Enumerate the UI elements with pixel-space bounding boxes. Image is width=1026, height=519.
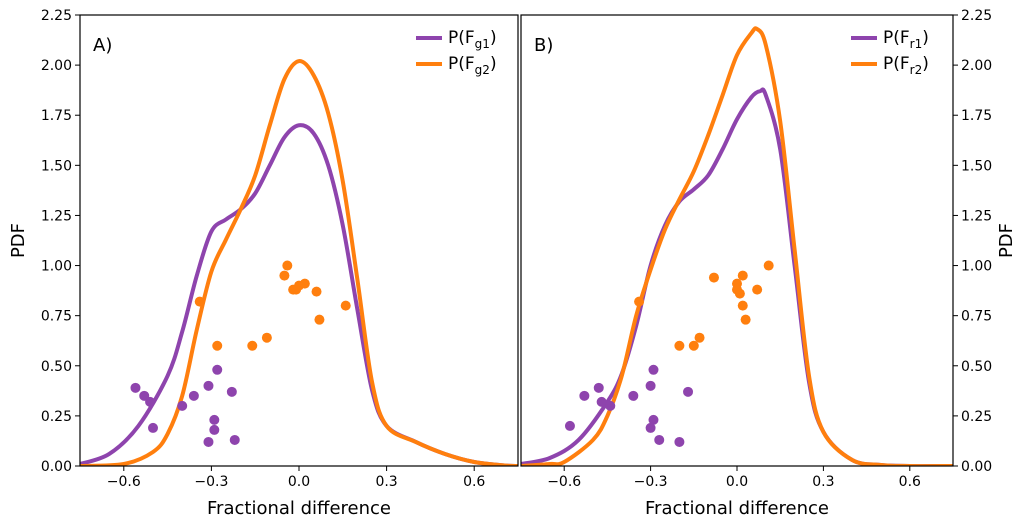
scatter-point-purple: [628, 390, 639, 401]
scatter-point-purple: [579, 390, 590, 401]
scatter-point-purple: [605, 400, 616, 411]
scatter-point-purple: [564, 420, 575, 431]
y-tick-label: 2.25: [961, 8, 992, 24]
scatter-point-orange: [688, 340, 699, 351]
scatter-point-orange: [734, 288, 745, 299]
y-axis-label: PDF: [8, 223, 29, 258]
scatter-point-orange: [314, 314, 325, 325]
scatter-point-purple: [209, 424, 220, 435]
y-tick-label: 1.00: [961, 259, 992, 275]
scatter-point-purple: [593, 382, 604, 393]
x-axis-label: Fractional difference: [207, 498, 391, 519]
x-tick-label: 0.0: [726, 474, 748, 490]
scatter-point-purple: [130, 382, 141, 393]
scatter-point-orange: [340, 300, 351, 311]
curves-group: [80, 59, 518, 466]
panel-a: −0.6 −0.3 0.0 0.3 0.6 0.00 0.25 0.50 0.75 1.00 1.2…: [8, 8, 519, 519]
x-tick-label: 0.6: [463, 474, 485, 490]
scatter-point-orange: [674, 340, 685, 351]
scatter-point-orange: [261, 332, 272, 343]
scatter-point-orange: [282, 260, 293, 271]
y-tick-label: 0.50: [961, 359, 992, 375]
scatter-point-orange: [634, 296, 645, 307]
y-tick-label: 0.00: [41, 459, 72, 475]
panel-label: B): [534, 35, 553, 56]
scatter-point-orange: [737, 270, 748, 281]
y-tick-label: 0.00: [961, 459, 992, 475]
scatter-point-purple: [229, 434, 240, 445]
scatter-point-orange: [311, 286, 322, 297]
y-tick-label: 2.25: [41, 8, 72, 24]
y-tick-label: 0.25: [961, 409, 992, 425]
legend-entry: P(Fr1): [883, 28, 929, 51]
scatter-point-purple: [209, 414, 220, 425]
scatter-point-purple: [645, 380, 656, 391]
scatter-point-purple: [203, 436, 214, 447]
y-tick-label: 1.50: [961, 158, 992, 174]
scatter-point-purple: [177, 400, 188, 411]
x-tick-label: −0.3: [634, 474, 668, 490]
y-tick-label: 1.75: [41, 108, 72, 124]
scatter-point-orange: [212, 340, 223, 351]
x-tick-label: −0.6: [547, 474, 581, 490]
scatter-point-purple: [145, 396, 156, 407]
x-tick-label: 0.3: [375, 474, 397, 490]
y-tick-label: 0.50: [41, 359, 72, 375]
scatter-point-orange: [299, 278, 310, 289]
scatter-point-purple: [648, 414, 659, 425]
x-tick-label: 0.6: [899, 474, 921, 490]
scatter-point-purple: [212, 364, 223, 375]
y-tick-label: 0.75: [41, 309, 72, 325]
panel-label: A): [93, 35, 112, 56]
y-tick-label: 1.75: [961, 108, 992, 124]
scatter-point-purple: [188, 390, 199, 401]
pdf-curve-g2: [80, 59, 518, 466]
legend-entry: P(Fr2): [883, 54, 929, 77]
scatter-point-purple: [645, 422, 656, 433]
scatter-point-orange: [279, 270, 290, 281]
x-tick-label: 0.3: [812, 474, 834, 490]
y-tick-label: 1.25: [961, 208, 992, 224]
scatter-point-purple: [226, 386, 237, 397]
scatter-point-orange: [247, 340, 258, 351]
scatter-point-purple: [674, 436, 685, 447]
scatter-point-purple: [648, 364, 659, 375]
scatter-point-orange: [763, 260, 774, 271]
scatter-point-purple: [148, 422, 158, 433]
scatter-point-purple: [596, 396, 607, 407]
pdf-curve-r2: [521, 26, 953, 466]
scatter-point-orange: [737, 300, 748, 311]
legend-entry: P(Fg1): [448, 28, 497, 51]
scatter-point-purple: [683, 386, 694, 397]
scatter-point-orange: [708, 272, 719, 283]
legend-entry: P(Fg2): [448, 54, 497, 77]
y-tick-label: 2.00: [41, 58, 72, 74]
x-tick-label: −0.3: [194, 474, 228, 490]
y-tick-label: 1.50: [41, 158, 72, 174]
y-tick-label: 2.00: [961, 58, 992, 74]
scatter-point-orange: [694, 332, 705, 343]
scatter-point-orange: [740, 314, 751, 325]
y-tick-label: 1.00: [41, 259, 72, 275]
scatter-point-orange: [752, 284, 763, 295]
curves-group: [521, 26, 953, 466]
y-axis-label: PDF: [996, 223, 1017, 258]
panel-b: −0.6 −0.3 0.0 0.3 0.6 0.00 0.25 0.50 0.75 1.00 1.2…: [520, 8, 1017, 519]
scatter-point-purple: [654, 434, 665, 445]
y-tick-label: 0.25: [41, 409, 72, 425]
x-axis-label: Fractional difference: [645, 498, 829, 519]
x-tick-label: 0.0: [288, 474, 310, 490]
y-tick-label: 1.25: [41, 208, 72, 224]
x-tick-label: −0.6: [107, 474, 141, 490]
scatter-point-orange: [194, 296, 205, 307]
y-tick-label: 0.75: [961, 309, 992, 325]
scatter-point-purple: [203, 380, 214, 391]
